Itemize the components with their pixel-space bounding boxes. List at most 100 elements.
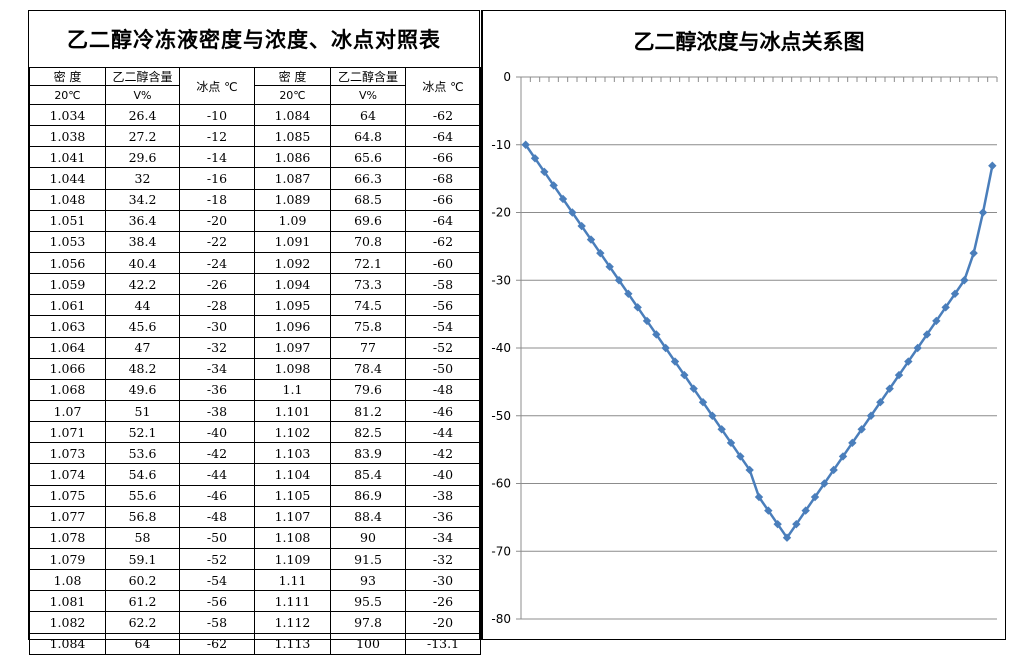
table-row: 1.061 44 -28 1.095 74.5 -56	[29, 294, 481, 317]
table-cell: -64	[405, 125, 481, 148]
table-row: 1.053 38.4 -22 1.091 70.8 -62	[29, 230, 481, 253]
data-point	[586, 235, 596, 244]
data-point	[642, 316, 652, 326]
table-cell: 1.103	[254, 442, 331, 465]
content-unit: V%	[330, 85, 406, 105]
data-point	[838, 452, 848, 461]
table-cell: 1.1	[254, 378, 331, 401]
table-cell: -54	[179, 569, 255, 592]
freeze-table: 密 度 乙二醇含量 冰点 ℃ 密 度 乙二醇含量 冰点 ℃ 20℃ V% 20℃…	[29, 67, 481, 655]
grid-layer	[521, 76, 997, 620]
table-cell: 1.113	[254, 632, 331, 655]
table-cell: 56.8	[105, 505, 180, 528]
table-cell: 1.11	[254, 569, 331, 592]
table-cell: -32	[179, 336, 255, 359]
y-tick-label: -60	[491, 477, 511, 491]
table-cell: -52	[179, 547, 255, 571]
table-cell: 85.4	[330, 463, 406, 486]
table-cell: 97.8	[330, 611, 406, 634]
table-cell: -54	[405, 315, 481, 338]
table-cell: -16	[179, 167, 255, 190]
table-cell: 1.053	[29, 230, 106, 253]
content-header: 乙二醇含量	[105, 67, 180, 86]
table-cell: -44	[179, 463, 255, 486]
table-cell: 1.087	[254, 167, 331, 190]
table-cell: 1.068	[29, 378, 106, 401]
table-row: 1.056 40.4 -24 1.092 72.1 -60	[29, 251, 481, 275]
table-cell: 32	[105, 167, 180, 190]
table-cell: 27.2	[105, 125, 180, 148]
table-row: 1.038 27.2 -12 1.085 64.8 -64	[29, 125, 481, 148]
table-cell: 1.044	[29, 167, 106, 190]
data-point	[978, 208, 988, 217]
table-cell: 47	[105, 336, 180, 359]
table-cell: -34	[405, 526, 481, 549]
table-row: 1.064 47 -32 1.097 77 -52	[29, 336, 481, 359]
table-cell: -50	[179, 526, 255, 549]
table-cell: -68	[405, 167, 481, 190]
table-row: 1.074 54.6 -44 1.104 85.4 -40	[29, 463, 481, 486]
density-header: 密 度	[254, 67, 331, 86]
table-cell: 1.08	[29, 569, 106, 592]
table-cell: -62	[405, 103, 481, 127]
table-row: 1.077 56.8 -48 1.107 88.4 -36	[29, 505, 481, 528]
table-cell: 1.084	[29, 632, 106, 655]
table-cell: -66	[405, 146, 481, 169]
table-cell: 1.098	[254, 357, 331, 380]
table-cell: 1.092	[254, 251, 331, 275]
table-cell: 1.086	[254, 146, 331, 169]
series-line	[524, 144, 994, 540]
table-row: 1.082 62.2 -58 1.112 97.8 -20	[29, 611, 481, 634]
table-row: 1.063 45.6 -30 1.096 75.8 -54	[29, 315, 481, 338]
table-cell: 1.104	[254, 463, 331, 486]
table-cell: 1.071	[29, 421, 106, 444]
table-cell: 60.2	[105, 569, 180, 592]
table-cell: 69.6	[330, 209, 406, 232]
table-cell: 77	[330, 336, 406, 359]
table-cell: -40	[405, 463, 481, 486]
table-cell: 1.048	[29, 188, 106, 211]
table-cell: 59.1	[105, 547, 180, 571]
series-layer	[521, 140, 997, 542]
table-row: 1.075 55.6 -46 1.105 86.9 -38	[29, 484, 481, 507]
table-cell: 90	[330, 526, 406, 549]
table-cell: 83.9	[330, 442, 406, 465]
density-header: 密 度	[29, 67, 106, 86]
chart-panel: 乙二醇浓度与冰点关系图 0 -10 -20 -30 -40 -50 -60 -70 -80	[481, 10, 1006, 640]
table-cell: 49.6	[105, 378, 180, 401]
table-cell: 61.2	[105, 590, 180, 613]
table-row: 1.073 53.6 -42 1.103 83.9 -42	[29, 442, 481, 465]
density-unit: 20℃	[29, 85, 106, 105]
table-cell: 64	[330, 103, 406, 127]
table-cell: 88.4	[330, 505, 406, 528]
table-cell: -42	[179, 442, 255, 465]
table-cell: 1.056	[29, 251, 106, 275]
table-cell: 64.8	[330, 125, 406, 148]
data-point	[894, 370, 904, 380]
table-cell: 1.102	[254, 421, 331, 444]
table-cell: -34	[179, 357, 255, 380]
table-cell: -26	[179, 273, 255, 296]
table-cell: 48.2	[105, 357, 180, 380]
table-cell: 34.2	[105, 188, 180, 211]
data-point	[754, 492, 764, 502]
table-cell: -40	[179, 421, 255, 444]
data-point	[530, 154, 540, 163]
table-cell: -28	[179, 294, 255, 317]
table-row: 1.034 26.4 -10 1.084 64 -62	[29, 103, 481, 127]
table-cell: 1.095	[254, 294, 331, 317]
table-cell: 1.112	[254, 611, 331, 634]
table-cell: -30	[405, 569, 481, 592]
table-cell: -60	[405, 251, 481, 275]
table-cell: -38	[179, 399, 255, 423]
table-cell: 1.081	[29, 590, 106, 613]
table-cell: -62	[405, 230, 481, 253]
table-cell: 40.4	[105, 251, 180, 275]
table-cell: -36	[405, 505, 481, 528]
table-row: 1.071 52.1 -40 1.102 82.5 -44	[29, 421, 481, 444]
data-point	[866, 411, 876, 420]
freeze-chart: 乙二醇浓度与冰点关系图 0 -10 -20 -30 -40 -50 -60 -70 -80	[491, 29, 998, 626]
table-cell: -56	[179, 590, 255, 613]
content-unit: V%	[105, 85, 180, 105]
table-cell: 1.105	[254, 484, 331, 507]
